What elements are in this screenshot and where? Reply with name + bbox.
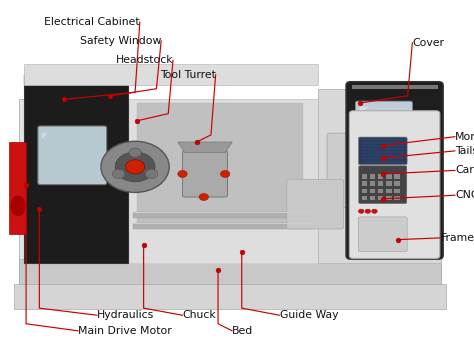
Polygon shape [14, 284, 446, 309]
Text: Carriage: Carriage [455, 165, 474, 175]
Bar [394, 196, 400, 200]
Circle shape [199, 193, 209, 201]
Bar [133, 223, 313, 229]
Circle shape [372, 209, 377, 213]
Bar [378, 196, 383, 200]
Polygon shape [24, 85, 128, 263]
Circle shape [358, 209, 364, 213]
Polygon shape [24, 75, 128, 85]
Bar [370, 189, 375, 193]
Circle shape [178, 170, 187, 178]
Text: Main Drive Motor: Main Drive Motor [78, 326, 172, 336]
Bar [378, 189, 383, 193]
Polygon shape [359, 106, 370, 113]
Bar [133, 212, 313, 213]
FancyBboxPatch shape [349, 111, 440, 258]
Text: Bed: Bed [232, 326, 254, 336]
Bar [362, 189, 367, 193]
Circle shape [365, 209, 371, 213]
Bar [386, 174, 392, 179]
FancyBboxPatch shape [287, 179, 344, 229]
Circle shape [146, 169, 158, 179]
Bar [378, 181, 383, 186]
Bar [362, 174, 367, 179]
Bar [133, 212, 313, 218]
FancyBboxPatch shape [38, 126, 107, 185]
Polygon shape [19, 259, 441, 291]
Polygon shape [24, 64, 318, 85]
Circle shape [129, 148, 141, 157]
Polygon shape [128, 99, 318, 263]
FancyBboxPatch shape [358, 217, 407, 252]
Circle shape [220, 170, 230, 178]
Text: CNC: CNC [455, 190, 474, 200]
Bar [394, 189, 400, 193]
Circle shape [126, 160, 145, 174]
Bar [394, 181, 400, 186]
Text: Electrical Cabinet: Electrical Cabinet [44, 17, 140, 27]
Bar [370, 196, 375, 200]
Text: Headstock: Headstock [115, 55, 173, 65]
Polygon shape [19, 99, 441, 291]
Polygon shape [137, 103, 303, 227]
Bar [352, 85, 438, 89]
Polygon shape [42, 133, 47, 139]
FancyBboxPatch shape [359, 166, 407, 203]
Text: Cover: Cover [412, 38, 445, 48]
FancyBboxPatch shape [346, 82, 443, 259]
Bar [386, 196, 392, 200]
Circle shape [101, 141, 169, 192]
Text: Hydraulics: Hydraulics [97, 310, 155, 320]
Text: Safety Window: Safety Window [80, 36, 161, 46]
Bar [378, 174, 383, 179]
Bar [370, 181, 375, 186]
FancyBboxPatch shape [358, 137, 407, 165]
Circle shape [115, 152, 155, 182]
Bar [362, 181, 367, 186]
Polygon shape [9, 142, 26, 234]
FancyBboxPatch shape [182, 151, 228, 197]
Text: Guide Way: Guide Way [280, 310, 338, 320]
FancyBboxPatch shape [356, 101, 412, 183]
Circle shape [112, 169, 125, 179]
Bar [394, 174, 400, 179]
Text: Chuck: Chuck [182, 310, 216, 320]
Text: Monitor: Monitor [455, 132, 474, 142]
Bar [370, 174, 375, 179]
FancyBboxPatch shape [327, 133, 370, 208]
Bar [362, 196, 367, 200]
Text: Tool Turret: Tool Turret [160, 70, 216, 80]
Ellipse shape [11, 196, 25, 215]
Bar [386, 181, 392, 186]
Text: Tailstock: Tailstock [455, 146, 474, 156]
Polygon shape [318, 89, 441, 263]
Bar [133, 223, 313, 224]
Text: Frame: Frame [441, 233, 474, 243]
Bar [386, 189, 392, 193]
Polygon shape [178, 142, 232, 153]
